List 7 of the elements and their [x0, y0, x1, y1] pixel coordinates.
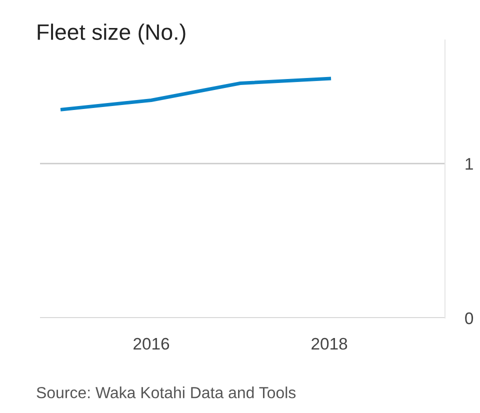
y-tick-label: 1 [466, 158, 473, 170]
source-note: Source: Waka Kotahi Data and Tools [36, 386, 296, 398]
y-tick-label: 0 [465, 312, 474, 324]
line-series [60, 76, 332, 112]
x-tick-label: 2018 [312, 338, 348, 350]
chart-title: Fleet size (No.) [38, 24, 186, 44]
x-tick-label: 2016 [134, 338, 170, 350]
